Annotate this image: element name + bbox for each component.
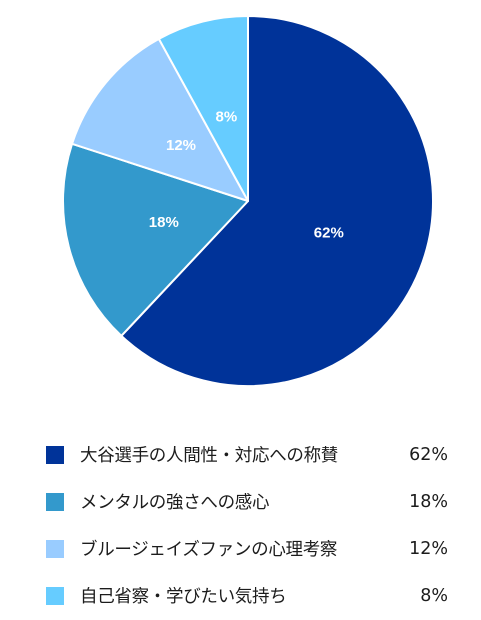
pie-slice [157,15,249,202]
legend-swatch [46,586,64,605]
pie-slices [62,15,434,387]
legend-item: 自己省察・学びたい気持ち 8% [46,572,448,619]
legend-swatch [46,492,64,511]
pie-chart-svg: 62% 18% 12% 8% [62,15,434,387]
pie-slice [62,142,249,337]
pie-slice [120,15,434,387]
legend-swatch [46,445,64,464]
legend-value: 12% [409,538,448,559]
pie-slice-label: 18% [149,214,179,231]
legend-label: 自己省察・学びたい気持ち [80,587,287,607]
pie-slice-labels: 62% 18% 12% 8% [149,108,344,241]
legend-value: 62% [409,444,448,465]
legend-value: 18% [409,491,448,512]
chart-legend: 大谷選手の人間性・対応への称賛 62% メンタルの強さへの感心 18% ブルージ… [46,431,448,619]
pie-slice-label: 62% [314,225,344,242]
legend-item: メンタルの強さへの感心 18% [46,478,448,525]
legend-swatch [46,539,64,558]
legend-value: 8% [420,585,448,606]
legend-item: ブルージェイズファンの心理考察 12% [46,525,448,572]
pie-chart: 62% 18% 12% 8% [62,15,434,387]
pie-slice [71,37,249,202]
pie-slice-label: 8% [216,108,238,125]
legend-label: 大谷選手の人間性・対応への称賛 [80,446,338,466]
pie-slice-label: 12% [166,137,196,154]
legend-label: メンタルの強さへの感心 [80,493,270,513]
legend-label: ブルージェイズファンの心理考察 [80,540,338,560]
legend-item: 大谷選手の人間性・対応への称賛 62% [46,431,448,478]
